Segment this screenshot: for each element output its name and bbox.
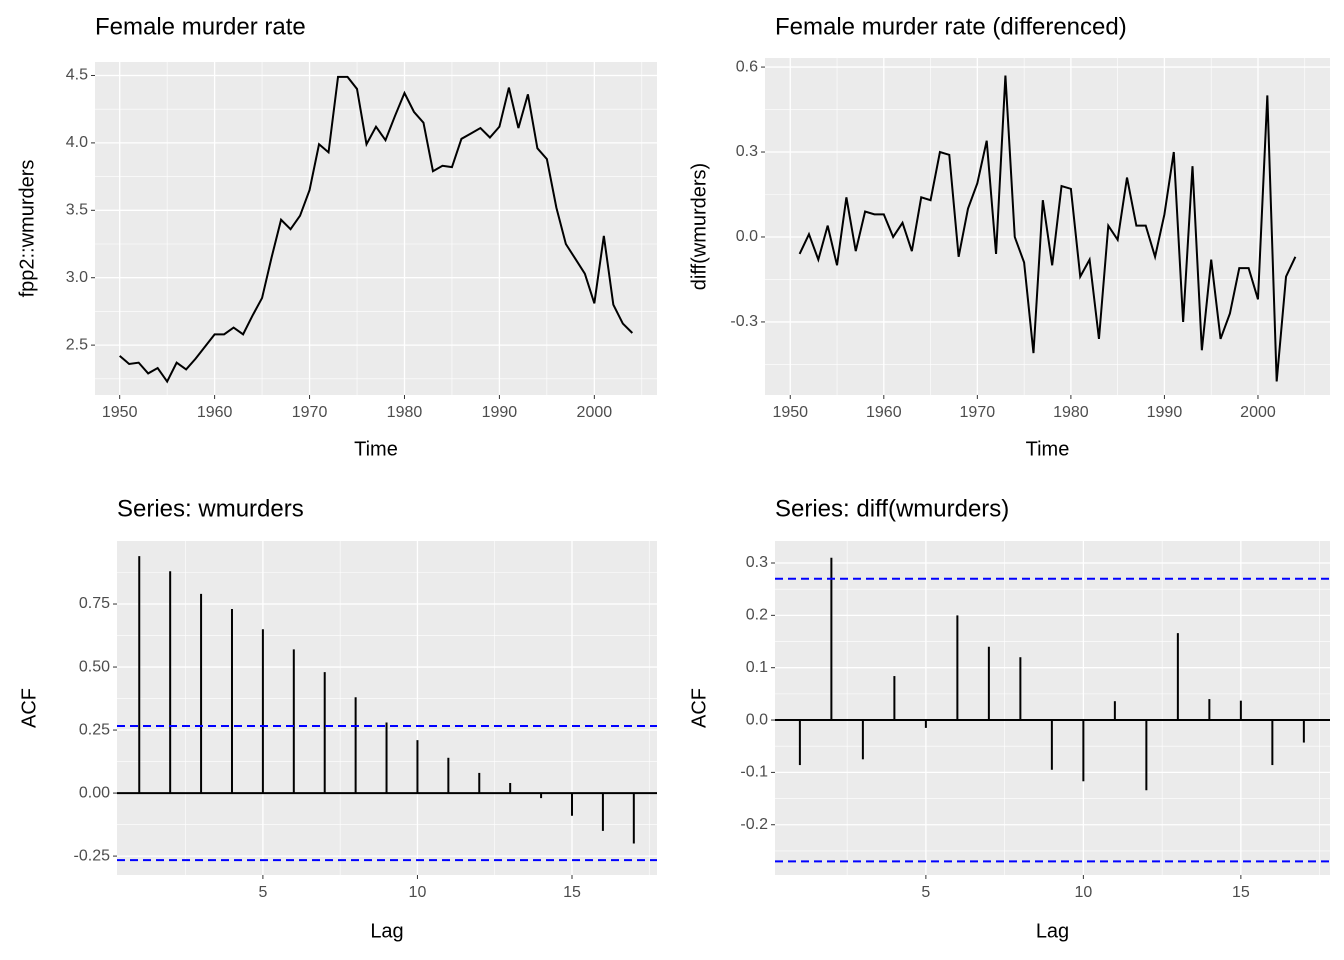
- y-tick-label: 3.5: [66, 202, 88, 219]
- panel-background: [117, 541, 657, 875]
- x-tick-label: 1970: [292, 404, 328, 421]
- x-tick-label: 10: [409, 884, 427, 901]
- y-tick-label: 0.75: [79, 595, 110, 612]
- chart-title: Series: diff(wmurders): [775, 495, 1009, 522]
- x-axis-title: Time: [1026, 438, 1070, 460]
- x-axis-title: Time: [354, 438, 398, 460]
- y-tick-label: -0.2: [740, 816, 768, 833]
- x-tick-label: 1960: [197, 404, 233, 421]
- x-tick-label: 1960: [866, 404, 902, 421]
- y-tick-label: 0.0: [736, 228, 758, 245]
- y-tick-label: -0.1: [740, 764, 768, 781]
- panel-background: [775, 541, 1330, 875]
- y-axis-title: fpp2::wmurders: [16, 160, 38, 298]
- x-tick-label: 2000: [1240, 404, 1276, 421]
- x-tick-label: 2000: [577, 404, 613, 421]
- x-axis-title: Lag: [370, 920, 403, 942]
- data-line: [119, 75, 634, 384]
- y-tick-label: 2.5: [66, 336, 88, 353]
- y-tick-label: 4.5: [66, 67, 88, 84]
- y-tick-label: 0.2: [746, 607, 768, 624]
- chart-title: Female murder rate (differenced): [775, 13, 1127, 40]
- x-tick-label: 1950: [102, 404, 138, 421]
- y-tick-label: 3.0: [66, 269, 88, 286]
- chart-title: Series: wmurders: [117, 495, 304, 522]
- x-tick-label: 10: [1074, 884, 1092, 901]
- x-tick-label: 15: [1232, 884, 1250, 901]
- y-tick-label: 0.3: [736, 143, 758, 160]
- y-axis-title: ACF: [18, 688, 40, 728]
- x-tick-label: 1980: [387, 404, 423, 421]
- y-tick-label: 0.6: [736, 58, 758, 75]
- y-tick-label: 0.00: [79, 784, 110, 801]
- x-tick-label: 1990: [1147, 404, 1183, 421]
- y-tick-label: 0.1: [746, 659, 768, 676]
- x-tick-label: 1990: [482, 404, 518, 421]
- y-tick-label: 4.0: [66, 134, 88, 151]
- chart-title: Female murder rate: [95, 13, 306, 40]
- x-tick-label: 5: [258, 884, 267, 901]
- x-tick-label: 15: [563, 884, 581, 901]
- y-axis-title: ACF: [688, 688, 710, 728]
- y-axis-title: diff(wmurders): [688, 163, 710, 290]
- x-tick-label: 1980: [1053, 404, 1089, 421]
- y-tick-label: 0.3: [746, 554, 768, 571]
- x-tick-label: 1970: [960, 404, 996, 421]
- y-tick-label: 0.0: [746, 711, 768, 728]
- y-tick-label: 0.50: [79, 658, 110, 675]
- y-tick-label: -0.3: [730, 313, 758, 330]
- y-tick-label: -0.25: [74, 847, 111, 864]
- x-axis-title: Lag: [1036, 920, 1069, 942]
- x-tick-label: 5: [921, 884, 930, 901]
- y-tick-label: 0.25: [79, 721, 110, 738]
- panel-background: [95, 62, 657, 395]
- x-tick-label: 1950: [772, 404, 808, 421]
- data-line: [798, 75, 1297, 382]
